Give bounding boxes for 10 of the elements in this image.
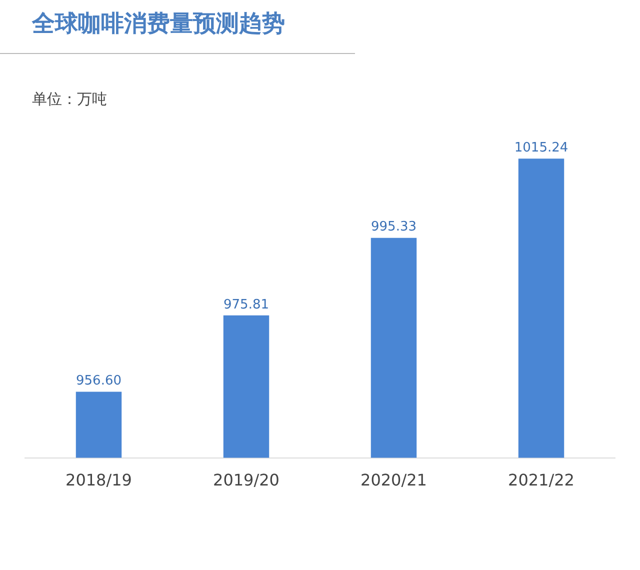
x-tick-label: 2020/21: [360, 470, 427, 490]
x-tick-label: 2019/20: [213, 470, 280, 490]
chart-title: 全球咖啡消费量预测趋势: [32, 9, 285, 39]
data-label: 956.60: [76, 374, 122, 389]
x-tick-label: 2021/22: [508, 470, 574, 490]
chart-subtitle: 单位：万吨: [32, 90, 107, 109]
x-tick-label: 2018/19: [66, 470, 132, 490]
data-label: 995.33: [371, 220, 416, 235]
data-label: 1015.24: [514, 140, 568, 156]
data-label: 975.81: [224, 297, 269, 312]
